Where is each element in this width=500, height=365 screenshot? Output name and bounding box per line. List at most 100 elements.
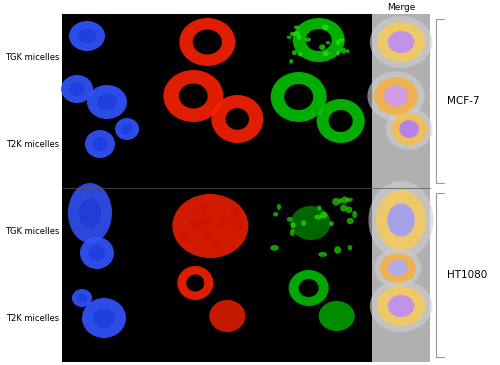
Ellipse shape [346,198,353,202]
Ellipse shape [186,274,204,292]
Ellipse shape [322,24,329,30]
Ellipse shape [294,26,300,29]
Ellipse shape [399,120,419,138]
Ellipse shape [290,222,296,228]
Ellipse shape [342,196,348,204]
Ellipse shape [306,29,332,51]
Ellipse shape [298,279,318,297]
Ellipse shape [273,212,278,216]
Ellipse shape [72,289,92,307]
Ellipse shape [338,198,342,203]
Ellipse shape [370,280,432,332]
Ellipse shape [226,108,249,130]
Ellipse shape [368,71,424,121]
Ellipse shape [79,198,101,228]
Text: LysoTracker Red: LysoTracker Red [181,3,253,12]
Text: T2K micelles: T2K micelles [6,140,59,149]
Ellipse shape [384,85,408,107]
Text: Hoechst 33342: Hoechst 33342 [80,3,148,12]
Ellipse shape [97,93,117,111]
Ellipse shape [87,85,127,119]
Ellipse shape [374,249,422,288]
Ellipse shape [77,293,87,303]
Ellipse shape [69,82,85,96]
Ellipse shape [340,204,347,212]
Ellipse shape [198,220,207,231]
Ellipse shape [295,31,300,35]
Text: HT1080: HT1080 [447,270,487,280]
Ellipse shape [216,220,224,229]
Ellipse shape [121,123,133,134]
Ellipse shape [193,30,222,54]
Ellipse shape [288,270,329,306]
Ellipse shape [286,217,292,222]
Text: T2K micelles: T2K micelles [6,314,59,323]
Text: TGK micelles: TGK micelles [4,227,59,236]
Ellipse shape [277,204,281,210]
Bar [62,14,372,362]
Ellipse shape [179,84,208,108]
Ellipse shape [377,22,425,62]
Ellipse shape [370,16,432,68]
Ellipse shape [68,183,112,243]
Ellipse shape [388,295,414,317]
Ellipse shape [391,113,427,145]
Ellipse shape [352,211,357,218]
Text: MCF-7: MCF-7 [447,96,480,106]
Ellipse shape [270,72,326,122]
Ellipse shape [78,28,96,43]
Ellipse shape [346,207,352,213]
Ellipse shape [377,286,425,326]
Ellipse shape [348,245,352,250]
Ellipse shape [305,37,311,42]
Bar [372,14,430,362]
Ellipse shape [314,215,322,219]
Ellipse shape [346,49,350,53]
Ellipse shape [332,198,340,205]
Ellipse shape [80,237,114,269]
Ellipse shape [85,130,115,158]
Ellipse shape [318,252,327,257]
Ellipse shape [178,266,214,300]
Ellipse shape [292,18,344,62]
Ellipse shape [318,301,354,331]
Ellipse shape [88,245,106,261]
Ellipse shape [93,308,115,328]
Ellipse shape [82,298,126,338]
Ellipse shape [284,84,313,110]
Ellipse shape [199,203,207,214]
Ellipse shape [203,229,212,241]
Ellipse shape [290,206,331,240]
Ellipse shape [172,194,248,258]
Text: TGK micelles: TGK micelles [4,53,59,62]
Ellipse shape [388,31,414,53]
Ellipse shape [338,38,344,42]
Ellipse shape [186,222,200,227]
Ellipse shape [230,206,240,216]
Ellipse shape [334,246,341,254]
Ellipse shape [326,41,330,44]
Ellipse shape [320,212,328,219]
Ellipse shape [290,229,294,236]
Ellipse shape [234,225,244,230]
Ellipse shape [336,40,340,45]
Ellipse shape [221,215,232,222]
Ellipse shape [336,50,340,55]
Ellipse shape [386,108,432,150]
Ellipse shape [317,205,322,211]
Text: Merge: Merge [387,3,415,12]
Ellipse shape [340,48,347,54]
Ellipse shape [286,36,292,39]
Ellipse shape [387,204,415,237]
Ellipse shape [180,232,190,242]
Ellipse shape [69,21,105,51]
Ellipse shape [316,99,364,143]
Ellipse shape [376,190,426,250]
Ellipse shape [374,77,418,115]
Text: Coumarin-6: Coumarin-6 [294,3,347,12]
Ellipse shape [298,52,302,57]
Ellipse shape [164,70,224,122]
Ellipse shape [202,216,213,224]
Ellipse shape [115,118,139,140]
Ellipse shape [319,44,326,50]
